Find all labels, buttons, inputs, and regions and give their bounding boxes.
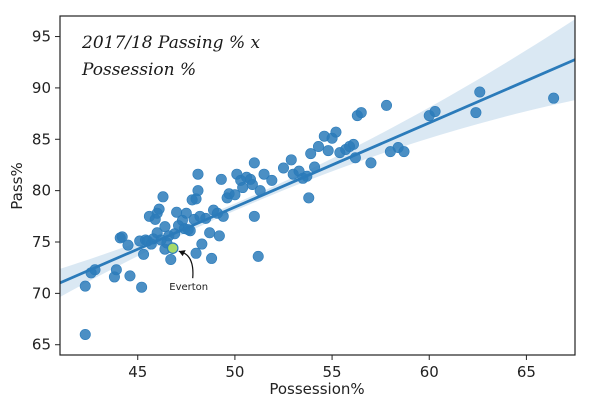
plot-area — [60, 19, 575, 340]
data-point-77 — [312, 140, 324, 152]
data-point-88 — [355, 107, 367, 119]
data-point-81 — [330, 126, 342, 138]
data-point-12 — [138, 248, 150, 260]
annotation-label-everton: Everton — [169, 282, 208, 293]
y-tick-label-95: 95 — [32, 28, 51, 46]
data-point-39 — [190, 247, 202, 259]
y-axis: 65 70 75 80 85 90 95 — [32, 28, 60, 354]
plot-frame — [59, 15, 576, 356]
y-tick-label-65: 65 — [32, 336, 51, 354]
regression-line — [60, 58, 575, 285]
y-tick-label-90: 90 — [32, 79, 51, 97]
data-point-90 — [380, 99, 392, 111]
data-point-41 — [192, 185, 204, 197]
data-point-23 — [157, 191, 169, 203]
data-point-96 — [470, 107, 482, 119]
data-point-79 — [322, 145, 334, 157]
highlight-point-everton — [166, 242, 179, 254]
data-point-0 — [79, 328, 91, 340]
y-tick-label-70: 70 — [32, 284, 51, 302]
chart-title-line-2: Possession % — [81, 60, 196, 80]
data-point-46 — [204, 227, 216, 239]
data-point-28 — [165, 253, 177, 265]
annotation-arrowhead — [178, 250, 186, 257]
data-point-47 — [206, 252, 218, 264]
y-axis-label: Pass% — [8, 162, 26, 209]
data-point-55 — [229, 189, 241, 201]
data-point-69 — [285, 154, 297, 166]
data-point-93 — [398, 146, 410, 158]
x-tick-label-65: 65 — [517, 363, 536, 381]
data-point-58 — [237, 182, 249, 194]
data-point-44 — [196, 238, 208, 250]
y-tick-label-75: 75 — [32, 233, 51, 251]
data-point-62 — [248, 157, 260, 169]
data-point-5 — [110, 264, 122, 276]
highlight-annotation: Everton — [169, 250, 208, 293]
y-tick-label-80: 80 — [32, 182, 51, 200]
data-point-64 — [252, 250, 264, 262]
x-tick-label-50: 50 — [225, 363, 244, 381]
data-point-66 — [258, 168, 270, 180]
data-point-74 — [303, 192, 315, 204]
x-tick-label-45: 45 — [128, 363, 147, 381]
data-point-97 — [474, 86, 486, 98]
data-point-75 — [305, 148, 317, 160]
data-point-67 — [266, 174, 278, 186]
x-tick-label-55: 55 — [323, 363, 342, 381]
data-point-7 — [116, 231, 128, 243]
data-point-63 — [248, 210, 260, 222]
data-point-85 — [347, 138, 359, 150]
data-point-89 — [365, 157, 377, 169]
data-point-25 — [159, 221, 171, 233]
annotation-arrow — [178, 250, 194, 279]
data-point-51 — [215, 173, 227, 185]
data-point-50 — [213, 230, 225, 242]
data-point-8 — [122, 239, 134, 251]
x-tick-label-60: 60 — [420, 363, 439, 381]
x-axis-label: Possession% — [269, 380, 364, 398]
data-point-42 — [192, 168, 204, 180]
data-point-34 — [180, 207, 192, 219]
data-point-11 — [136, 281, 148, 293]
data-point-68 — [277, 162, 289, 174]
y-tick-label-85: 85 — [32, 130, 51, 148]
data-point-61 — [246, 178, 258, 190]
chart-title-line-1: 2017/18 Passing % x — [81, 33, 261, 53]
x-axis: 45 50 55 60 65 — [128, 355, 536, 381]
data-point-98 — [548, 92, 560, 104]
data-point-1 — [79, 280, 91, 292]
data-point-95 — [429, 106, 441, 118]
data-point-21 — [153, 203, 165, 215]
data-point-9 — [124, 270, 136, 282]
